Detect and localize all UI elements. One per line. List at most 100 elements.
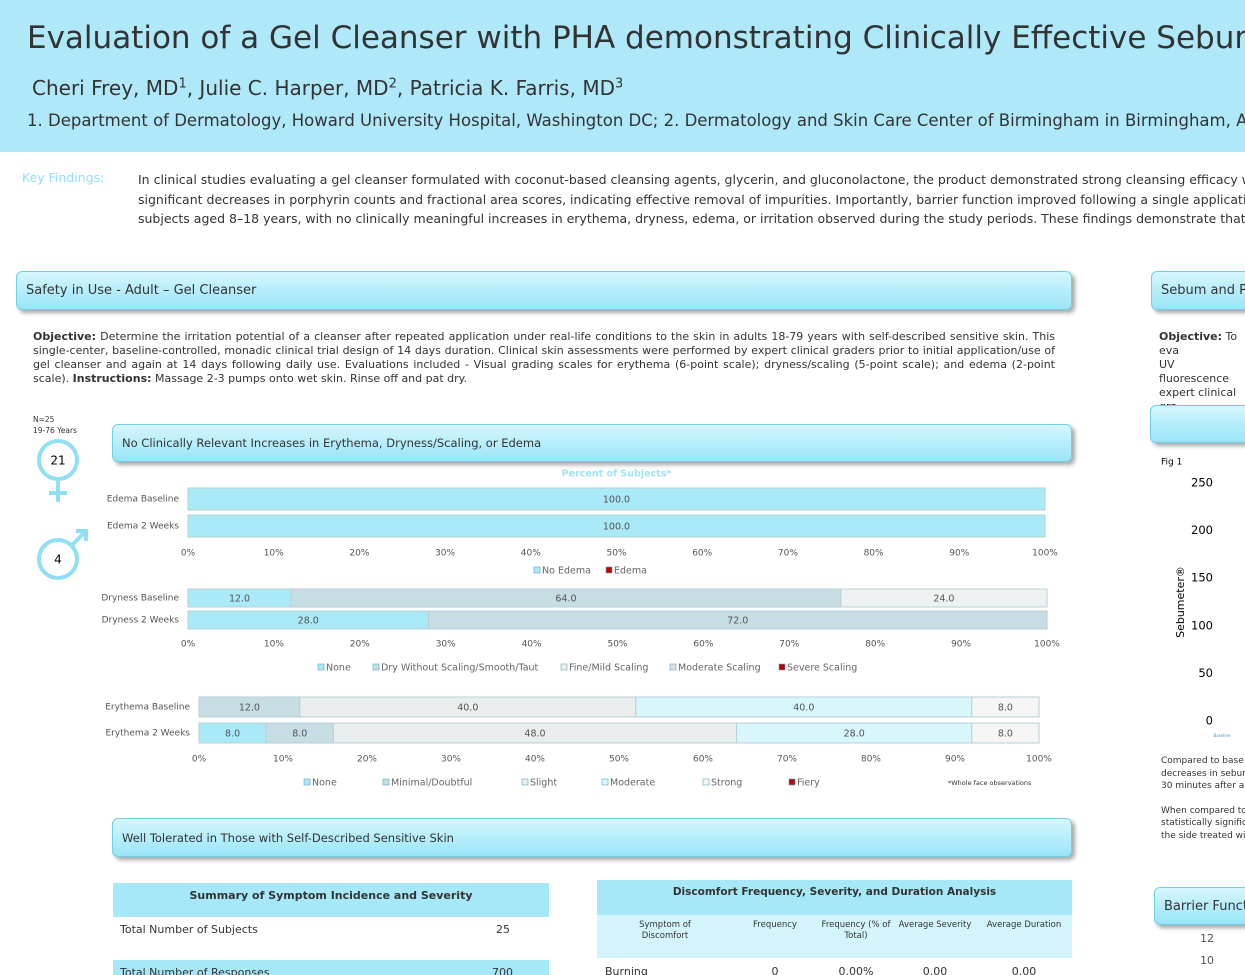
value-label: 28.0 (844, 729, 865, 740)
x-tick-label: 30% (436, 640, 456, 650)
ages-label: 19-76 Years (33, 426, 77, 435)
x-tick-label: 30% (435, 549, 455, 559)
right-objective: Objective: To eva UV fluorescence expert… (1159, 330, 1245, 414)
table-header (597, 880, 1072, 915)
table-subheader (597, 915, 1072, 958)
legend-label: Edema (614, 566, 647, 577)
x-tick-label: 90% (945, 755, 965, 765)
value-label: 40.0 (793, 703, 814, 714)
y-tick-label: 150 (1191, 571, 1213, 585)
text-line: decreases in sebum (1161, 768, 1245, 779)
value-label: 28.0 (298, 616, 319, 627)
value-label: 8.0 (998, 703, 1013, 714)
column-header: Average Duration (986, 920, 1062, 930)
heading-text: Safety in Use - Adult – Gel Cleanser (26, 283, 257, 298)
y-tick-label: 50 (1198, 666, 1213, 680)
value-label: 48.0 (524, 729, 545, 740)
n-label: N=25 (33, 415, 55, 424)
legend-label: None (326, 663, 351, 674)
bar-segment (971, 722, 1040, 744)
table-cell: 0.00 (1011, 965, 1037, 975)
column-header: Symptom of Discomfort (639, 920, 691, 941)
legend-swatch (788, 778, 796, 786)
value-label: 8.0 (998, 729, 1013, 740)
footnote: *Whole face observations (948, 779, 1032, 787)
legend-swatch (669, 663, 677, 671)
sub-heading: No Clinically Relevant Increases in Eryt… (112, 424, 1072, 462)
category-label: Edema Baseline (107, 495, 180, 505)
author: , Julie C. Harper, MD (186, 76, 389, 100)
legend-swatch (601, 778, 609, 786)
table-cell: 0.00 (922, 965, 948, 975)
author-sup: 3 (614, 76, 624, 92)
value-label: 100.0 (603, 522, 630, 533)
legend-swatch (317, 663, 325, 671)
value-label: 12.0 (229, 594, 250, 605)
x-tick-label: 100% (1026, 755, 1052, 765)
legend-label: Strong (711, 778, 742, 789)
sub-heading (1150, 405, 1245, 443)
table-title: Summary of Symptom Incidence and Severit… (189, 889, 473, 902)
x-tick-label: 10% (273, 755, 293, 765)
instructions-text: Massage 2-3 pumps onto wet skin. Rinse o… (151, 372, 468, 385)
legend-swatch (605, 566, 613, 574)
instructions-label: Instructions: (72, 372, 152, 385)
value-label: 12.0 (239, 703, 260, 714)
legend-label: Severe Scaling (787, 663, 857, 674)
table-cell: Total Number of Responses (120, 966, 270, 975)
legend-swatch (521, 778, 529, 786)
section-heading: Safety in Use - Adult – Gel Cleanser (16, 271, 1072, 310)
female-icon (37, 439, 79, 502)
objective-label: Objective: (33, 330, 97, 343)
bar-segment (428, 610, 1048, 630)
legend-label: Fine/Mild Scaling (569, 663, 648, 674)
legend-swatch (560, 663, 568, 671)
value-label: 8.0 (292, 729, 307, 740)
heading-text: No Clinically Relevant Increases in Eryt… (122, 436, 542, 450)
author-sup: 2 (388, 76, 397, 92)
x-tick-label: 80% (861, 755, 881, 765)
x-tick-label: 0% (181, 549, 196, 559)
y-tick-label: 100 (1191, 618, 1213, 632)
text-line: To eva (1159, 330, 1238, 357)
x-tick-label: 50% (606, 549, 626, 559)
heading-text: Well Tolerated in Those with Self-Descri… (122, 830, 454, 845)
x-tick-label: 90% (949, 549, 969, 559)
x-tick-label: 0% (181, 640, 196, 650)
x-tick-label: 50% (607, 640, 627, 650)
x-tick-label: 20% (349, 549, 369, 559)
x-tick-label: 80% (864, 549, 884, 559)
x-tick-label: 10% (264, 549, 284, 559)
x-tick-label: 100% (1034, 640, 1060, 650)
x-tick-label: 40% (525, 755, 545, 765)
x-tick-label: 40% (521, 549, 541, 559)
text-line: When compared to (1161, 805, 1245, 816)
objective: Objective: Determine the irritation pote… (33, 330, 1055, 386)
legend-label: Dry Without Scaling/Smooth/Taut (381, 663, 539, 674)
legend-swatch (303, 778, 311, 786)
x-tick-label: 0% (192, 755, 207, 765)
x-tick-label: 70% (778, 549, 798, 559)
x-tick-label: 30% (441, 755, 461, 765)
category-label: Erythema 2 Weeks (105, 729, 190, 739)
section-heading: Sebum and Po (1151, 271, 1245, 310)
legend-label: None (312, 778, 337, 789)
category-label: Dryness Baseline (101, 594, 179, 604)
x-tick-label: 80% (865, 640, 885, 650)
tick-label: 10 (1200, 954, 1214, 967)
authors: Cheri Frey, MD1, Julie C. Harper, MD2, P… (32, 76, 623, 100)
text-line: 30 minutes after ap (1161, 781, 1245, 791)
x-tick-label: 100% (1032, 549, 1058, 559)
x-tick-label: 60% (693, 755, 713, 765)
y-tick-label: 200 (1191, 523, 1213, 537)
x-tick-label: 10% (264, 640, 284, 650)
x-tick-label: Baseline (1214, 733, 1231, 738)
tick-label: 12 (1200, 932, 1214, 945)
value-label: 40.0 (457, 703, 478, 714)
y-tick-label: 250 (1191, 476, 1213, 490)
right-text: Compared to base decreases in sebum 30 m… (1161, 755, 1245, 842)
author-sup: 1 (178, 76, 187, 92)
table-title: Discomfort Frequency, Severity, and Dura… (672, 886, 997, 898)
heading-text: Sebum and Po (1161, 283, 1245, 298)
